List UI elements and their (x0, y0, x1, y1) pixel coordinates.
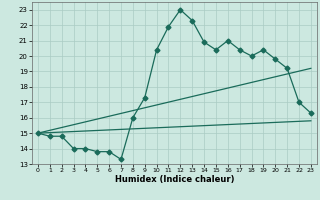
X-axis label: Humidex (Indice chaleur): Humidex (Indice chaleur) (115, 175, 234, 184)
